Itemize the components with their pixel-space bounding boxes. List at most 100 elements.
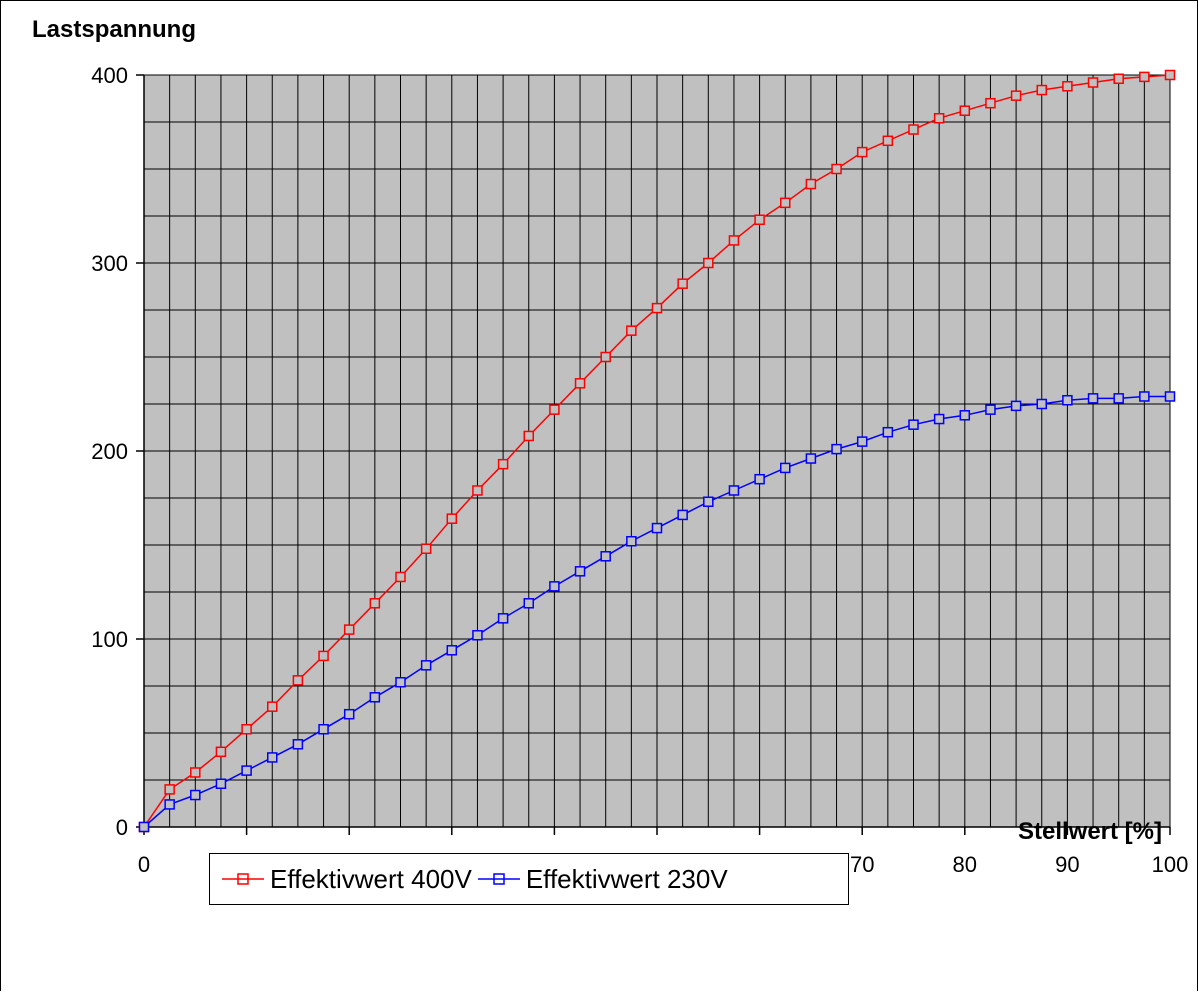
data-point-marker (420, 660, 432, 671)
data-point-marker (882, 426, 894, 438)
data-point-marker (754, 214, 765, 226)
data-point-marker (241, 765, 252, 776)
legend-item-230v: Effektivwert 230V (476, 864, 728, 895)
data-point-marker (1062, 81, 1073, 92)
data-point-marker (959, 105, 971, 116)
data-point-marker (703, 496, 714, 508)
y-tick-label: 100 (91, 627, 128, 652)
data-point-marker (626, 535, 637, 547)
legend-label-230v: Effektivwert 230V (525, 863, 728, 894)
data-point-marker (1087, 77, 1099, 88)
data-point-marker (267, 752, 278, 763)
data-point-marker (343, 624, 355, 635)
data-point-marker (472, 629, 483, 641)
data-point-marker (523, 598, 534, 609)
data-point-marker (1139, 71, 1150, 83)
data-point-marker (1010, 400, 1022, 412)
y-axis-title: Lastspannung (32, 16, 197, 43)
data-point-marker (574, 566, 586, 577)
data-point-marker (497, 458, 509, 470)
data-point-marker (395, 571, 406, 583)
data-point-marker (831, 163, 842, 175)
y-tick-label: 400 (91, 63, 128, 88)
data-point-marker (908, 124, 919, 135)
data-point-marker (600, 551, 611, 562)
x-tick-label: 100 (1152, 852, 1189, 877)
x-tick-label: 90 (1055, 852, 1079, 877)
data-point-marker (1010, 90, 1022, 101)
x-tick-label: 70 (850, 852, 874, 877)
data-point-marker (780, 462, 791, 474)
data-point-marker (985, 404, 996, 415)
data-point-marker (728, 485, 740, 496)
data-point-marker (959, 410, 971, 421)
data-point-marker (318, 650, 329, 662)
data-point-marker (677, 509, 688, 521)
y-tick-label: 0 (116, 815, 128, 840)
data-point-marker (728, 235, 740, 246)
data-point-marker (369, 692, 381, 703)
data-point-marker (1036, 398, 1047, 410)
data-point-marker (369, 598, 381, 609)
data-point-marker (472, 485, 483, 496)
data-point-marker (420, 543, 432, 555)
data-point-marker (292, 739, 304, 750)
data-point-marker (1113, 73, 1124, 85)
x-axis-title: Stellwert [%] (1017, 818, 1162, 845)
data-point-marker (754, 473, 765, 485)
data-point-marker (343, 708, 355, 720)
data-point-marker (856, 146, 868, 158)
data-point-marker (1062, 394, 1073, 406)
data-point-marker (164, 799, 175, 810)
data-point-marker (190, 789, 201, 801)
data-point-marker (908, 419, 919, 430)
legend-swatch-230v (477, 873, 520, 885)
data-point-marker (1113, 393, 1124, 404)
data-point-marker (626, 325, 637, 336)
data-point-marker (164, 784, 175, 795)
x-tick-label: 80 (953, 852, 977, 877)
data-point-marker (703, 257, 714, 269)
data-point-marker (1164, 391, 1176, 402)
data-point-marker (292, 675, 304, 686)
data-point-marker (805, 453, 817, 464)
data-point-marker (882, 135, 894, 147)
data-point-marker (1139, 391, 1150, 402)
data-point-marker (267, 701, 278, 712)
data-point-marker (215, 746, 227, 758)
data-point-marker (138, 821, 150, 833)
legend-item-400v: Effektivwert 400V (220, 864, 472, 895)
legend-label-400v: Effektivwert 400V (270, 863, 472, 894)
data-point-marker (651, 522, 663, 534)
data-point-marker (933, 112, 945, 124)
data-point-marker (805, 178, 817, 190)
legend: Effektivwert 400V Effektivwert 230V (209, 853, 849, 905)
data-point-marker (780, 197, 791, 209)
data-point-marker (446, 645, 458, 656)
data-point-marker (831, 443, 842, 455)
y-tick-label: 300 (91, 251, 128, 276)
data-point-marker (933, 413, 945, 425)
data-point-marker (1036, 84, 1047, 96)
data-point-marker (985, 97, 996, 109)
data-point-marker (446, 513, 458, 524)
data-point-marker (241, 723, 252, 735)
x-tick-label: 0 (138, 852, 150, 877)
data-point-marker (1087, 393, 1099, 404)
data-point-marker (215, 778, 227, 790)
data-point-marker (549, 404, 560, 415)
data-point-marker (677, 278, 688, 289)
legend-swatch-400v (222, 873, 264, 885)
data-point-marker (523, 430, 534, 442)
data-point-marker (651, 302, 663, 314)
data-point-marker (574, 378, 586, 389)
data-point-marker (1164, 69, 1176, 81)
data-point-marker (318, 723, 329, 735)
data-point-marker (856, 436, 868, 447)
data-point-marker (600, 351, 611, 363)
data-point-marker (497, 613, 509, 624)
data-point-marker (190, 767, 201, 778)
y-tick-label: 200 (91, 439, 128, 464)
data-point-marker (549, 581, 560, 592)
